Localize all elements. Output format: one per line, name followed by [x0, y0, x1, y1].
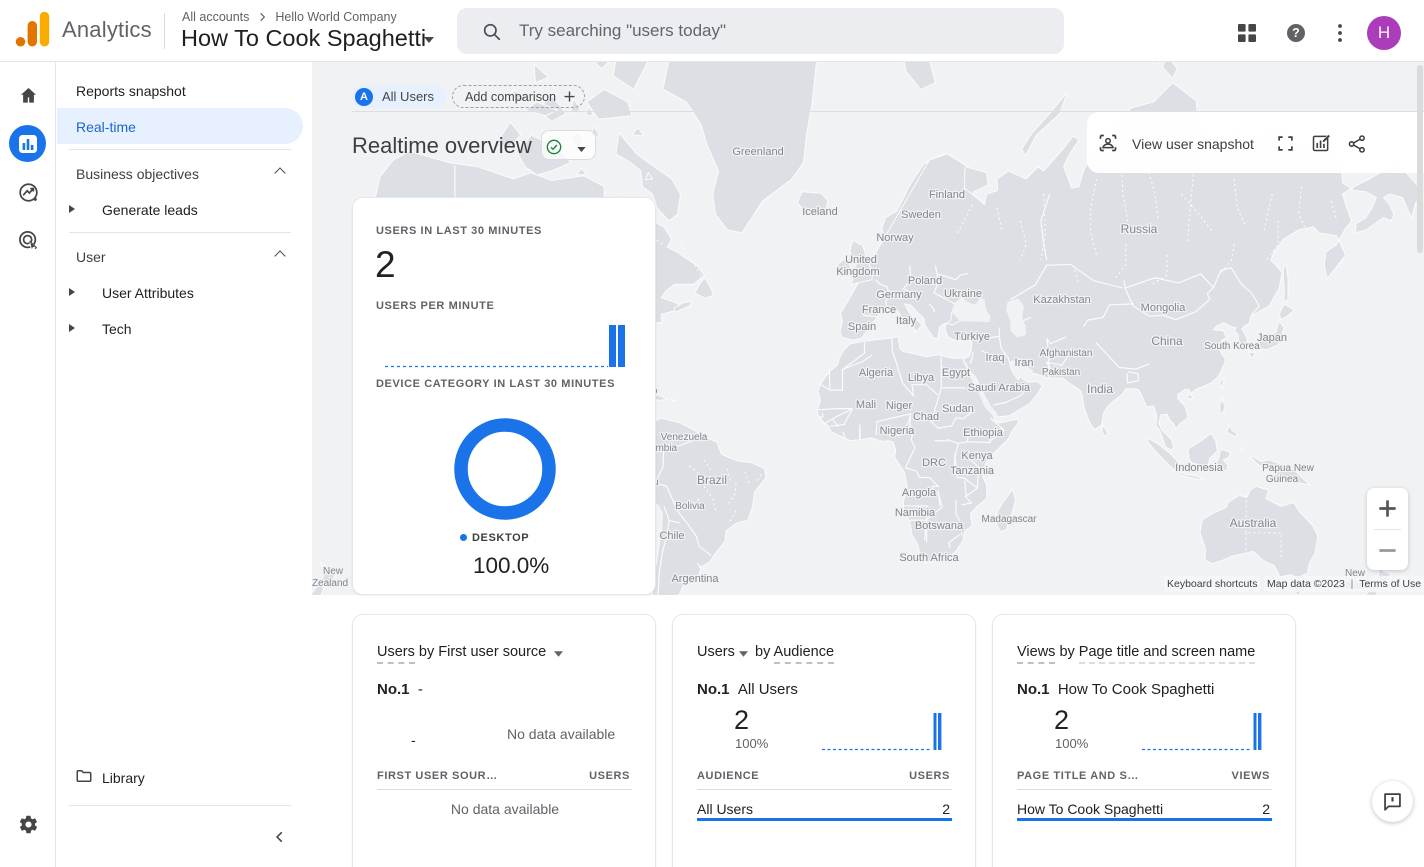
- svg-text:Nigeria: Nigeria: [880, 425, 916, 437]
- svg-text:Mali: Mali: [856, 399, 876, 411]
- svg-text:Bolivia: Bolivia: [675, 501, 705, 512]
- svg-text:Libya: Libya: [908, 372, 935, 384]
- svg-text:Iraq: Iraq: [986, 352, 1005, 364]
- svg-text:Guinea: Guinea: [1266, 474, 1299, 485]
- svg-text:Saudi Arabia: Saudi Arabia: [968, 382, 1031, 394]
- svg-text:Finland: Finland: [929, 189, 965, 201]
- svg-text:Germany: Germany: [876, 289, 922, 301]
- svg-text:Papua New: Papua New: [1262, 463, 1314, 474]
- svg-text:South Africa: South Africa: [899, 552, 959, 564]
- svg-text:New: New: [323, 566, 344, 577]
- svg-text:France: France: [862, 304, 896, 316]
- svg-text:Venezuela: Venezuela: [661, 432, 708, 443]
- svg-text:Indonesia: Indonesia: [1175, 462, 1224, 474]
- svg-text:Poland: Poland: [908, 275, 942, 287]
- svg-text:?: ?: [1292, 26, 1300, 40]
- svg-text:Greenland: Greenland: [732, 146, 783, 158]
- svg-text:Spain: Spain: [848, 321, 876, 333]
- svg-text:Iceland: Iceland: [802, 206, 837, 218]
- svg-text:Angola: Angola: [902, 487, 937, 499]
- svg-text:Kenya: Kenya: [961, 450, 993, 462]
- svg-text:United: United: [845, 254, 877, 266]
- svg-text:Türkiye: Türkiye: [954, 331, 990, 343]
- svg-text:Namibia: Namibia: [895, 507, 936, 519]
- svg-text:Sudan: Sudan: [942, 403, 974, 415]
- svg-text:DRC: DRC: [922, 457, 946, 469]
- svg-text:Madagascar: Madagascar: [981, 514, 1037, 525]
- svg-text:Pakistan: Pakistan: [1042, 367, 1080, 378]
- svg-text:Ethiopia: Ethiopia: [963, 427, 1004, 439]
- svg-text:Ukraine: Ukraine: [944, 288, 982, 300]
- svg-text:Botswana: Botswana: [915, 520, 964, 532]
- svg-text:Afghanistan: Afghanistan: [1040, 348, 1093, 359]
- svg-text:Italy: Italy: [896, 315, 917, 327]
- svg-text:China: China: [1151, 334, 1183, 348]
- svg-text:Norway: Norway: [876, 232, 914, 244]
- svg-text:Algeria: Algeria: [859, 367, 894, 379]
- svg-text:Zealand: Zealand: [312, 578, 348, 589]
- svg-text:Sweden: Sweden: [901, 209, 941, 221]
- svg-text:Australia: Australia: [1230, 516, 1277, 530]
- svg-text:Russia: Russia: [1121, 222, 1158, 236]
- svg-text:South Korea: South Korea: [1204, 341, 1260, 352]
- svg-text:Tanzania: Tanzania: [950, 465, 995, 477]
- svg-text:Kingdom: Kingdom: [836, 266, 879, 278]
- svg-text:Japan: Japan: [1257, 332, 1287, 344]
- svg-text:Niger: Niger: [886, 400, 913, 412]
- svg-text:Egypt: Egypt: [942, 367, 970, 379]
- svg-text:India: India: [1087, 382, 1113, 396]
- svg-text:Brazil: Brazil: [697, 473, 727, 487]
- svg-text:Chile: Chile: [659, 530, 684, 542]
- svg-text:Kazakhstan: Kazakhstan: [1033, 294, 1090, 306]
- svg-text:Chad: Chad: [913, 411, 939, 423]
- svg-text:Argentina: Argentina: [671, 573, 719, 585]
- svg-text:Iran: Iran: [1015, 357, 1034, 369]
- svg-text:Mongolia: Mongolia: [1141, 302, 1187, 314]
